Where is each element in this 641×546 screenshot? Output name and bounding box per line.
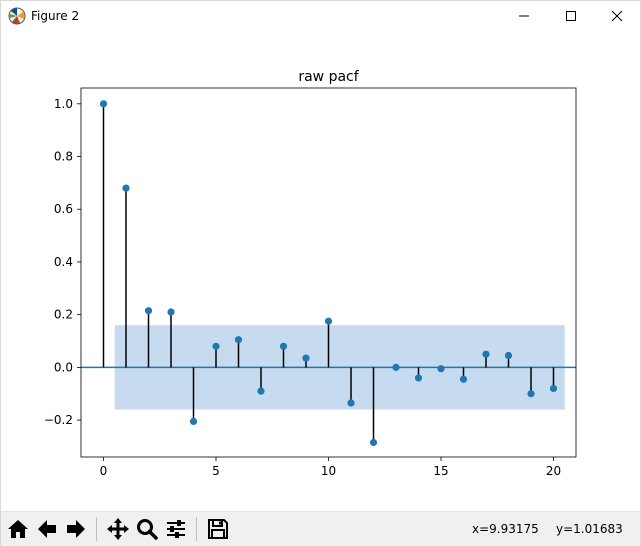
minimize-icon	[518, 10, 530, 22]
data-point	[324, 317, 333, 325]
x-tick-label: 0	[100, 464, 108, 478]
y-tick-label: 1.0	[54, 97, 73, 111]
back-button[interactable]	[33, 515, 61, 543]
data-point	[212, 342, 220, 350]
data-point	[234, 336, 243, 344]
data-point	[302, 354, 310, 362]
forward-button[interactable]	[62, 515, 90, 543]
home-icon	[6, 517, 30, 541]
data-point	[279, 342, 288, 350]
chart-title: raw pacf	[298, 69, 359, 85]
move-icon	[106, 517, 130, 541]
x-tick-label: 10	[321, 464, 336, 478]
data-point	[504, 351, 513, 360]
y-tick-label: 0.0	[54, 360, 73, 374]
data-point	[459, 375, 468, 383]
data-point	[347, 399, 355, 407]
maximize-icon	[565, 10, 577, 22]
save-button[interactable]	[204, 515, 232, 543]
arrow-left-icon	[35, 517, 59, 541]
maximize-button[interactable]	[548, 1, 594, 31]
figure-canvas[interactable]: 0 5 10 15 20 −0.2 0.0 0.2 0.4 0.6 0.8 1.0 raw pacf	[1, 31, 640, 511]
data-point	[437, 365, 445, 373]
data-point	[189, 417, 198, 426]
x-tick-label: 5	[212, 464, 220, 478]
close-button[interactable]	[594, 1, 640, 31]
navigation-toolbar: x=9.93175 y=1.01683	[1, 511, 640, 546]
x-coordinate-readout: x=9.93175	[472, 522, 539, 536]
zoom-button[interactable]	[133, 515, 161, 543]
y-tick-label: 0.4	[54, 255, 73, 269]
toolbar-separator	[96, 517, 97, 541]
sliders-icon	[164, 517, 188, 541]
data-point	[549, 384, 558, 393]
y-coordinate-readout: y=1.01683	[556, 522, 623, 536]
close-icon	[611, 10, 623, 22]
data-point	[392, 363, 400, 371]
data-point	[122, 184, 130, 192]
data-point	[414, 374, 423, 382]
data-point	[257, 387, 265, 395]
arrow-right-icon	[64, 517, 88, 541]
data-point	[527, 390, 535, 398]
matplotlib-figure-icon	[8, 7, 26, 25]
y-tick-label: 0.8	[54, 150, 73, 164]
data-point	[482, 350, 490, 358]
title-bar[interactable]: Figure 2	[1, 1, 640, 31]
pacf-chart[interactable]: 0 5 10 15 20 −0.2 0.0 0.2 0.4 0.6 0.8 1.0 raw pacf	[1, 31, 640, 511]
y-tick-label: 0.2	[54, 308, 73, 322]
pan-button[interactable]	[104, 515, 132, 543]
toolbar-separator	[196, 517, 197, 541]
data-point	[144, 307, 153, 315]
x-tick-label: 20	[546, 464, 561, 478]
window-title: Figure 2	[31, 9, 80, 23]
subplots-button[interactable]	[162, 515, 190, 543]
home-button[interactable]	[4, 515, 32, 543]
minimize-button[interactable]	[501, 1, 547, 31]
magnifier-icon	[135, 517, 159, 541]
y-tick-label: −0.2	[44, 413, 73, 427]
y-tick-label: 0.6	[54, 202, 73, 216]
floppy-disk-icon	[206, 517, 230, 541]
data-point	[167, 308, 175, 316]
data-point	[99, 100, 108, 108]
data-point	[369, 438, 378, 447]
x-tick-label: 15	[433, 464, 448, 478]
